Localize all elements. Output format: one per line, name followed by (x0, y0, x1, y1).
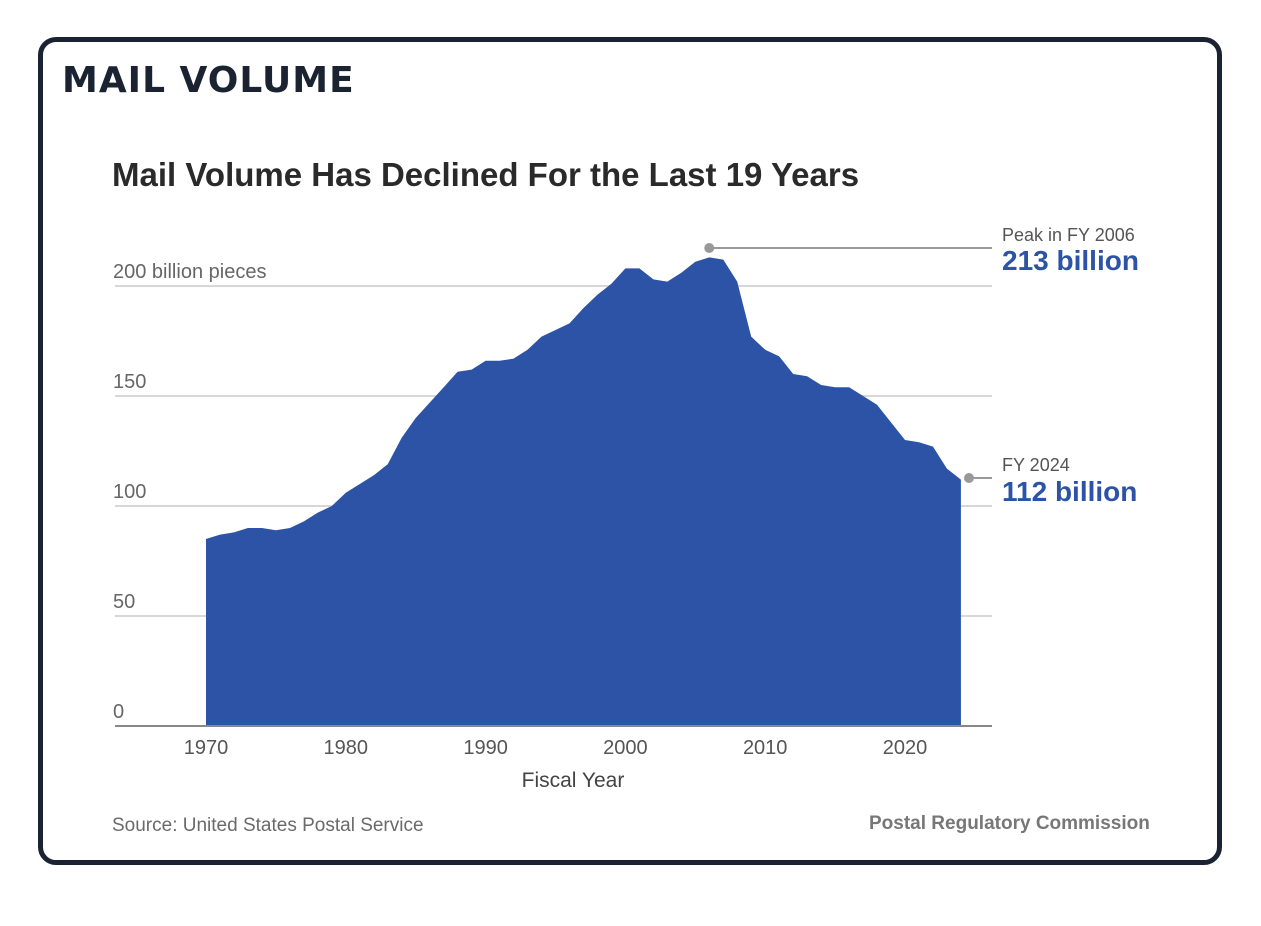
x-axis-title: Fiscal Year (522, 769, 625, 792)
y-tick-label-200: 200 billion pieces (113, 261, 266, 283)
area-mail-volume (206, 257, 961, 726)
credit-note: Postal Regulatory Commission (869, 813, 1150, 834)
y-tick-label-50: 50 (113, 591, 135, 613)
annotation-value-0: 213 billion (1002, 245, 1139, 276)
y-tick-label-150: 150 (113, 371, 146, 393)
axes: 0 50 100 150 200 billion pieces 1970 1980 1990 2… (113, 261, 992, 792)
x-tick-label-1990: 1990 (463, 737, 508, 759)
annotation-marker-1 (964, 473, 974, 483)
annotation-label-0: Peak in FY 2006 (1002, 225, 1135, 245)
annotation-label-1: FY 2024 (1002, 455, 1070, 475)
x-tick-label-1980: 1980 (324, 737, 369, 759)
section-title: MAIL VOLUME (62, 60, 355, 101)
x-tick-label-1970: 1970 (184, 737, 229, 759)
x-tick-label-2010: 2010 (743, 737, 788, 759)
x-tick-label-2020: 2020 (883, 737, 928, 759)
area-series (206, 257, 961, 726)
y-tick-label-0: 0 (113, 701, 124, 723)
source-note: Source: United States Postal Service (112, 815, 424, 836)
x-tick-label-2000: 2000 (603, 737, 648, 759)
y-tick-label-100: 100 (113, 481, 146, 503)
annotation-value-1: 112 billion (1002, 476, 1137, 507)
chart-title: Mail Volume Has Declined For the Last 19… (112, 156, 860, 193)
annotation-marker-0 (704, 243, 715, 253)
